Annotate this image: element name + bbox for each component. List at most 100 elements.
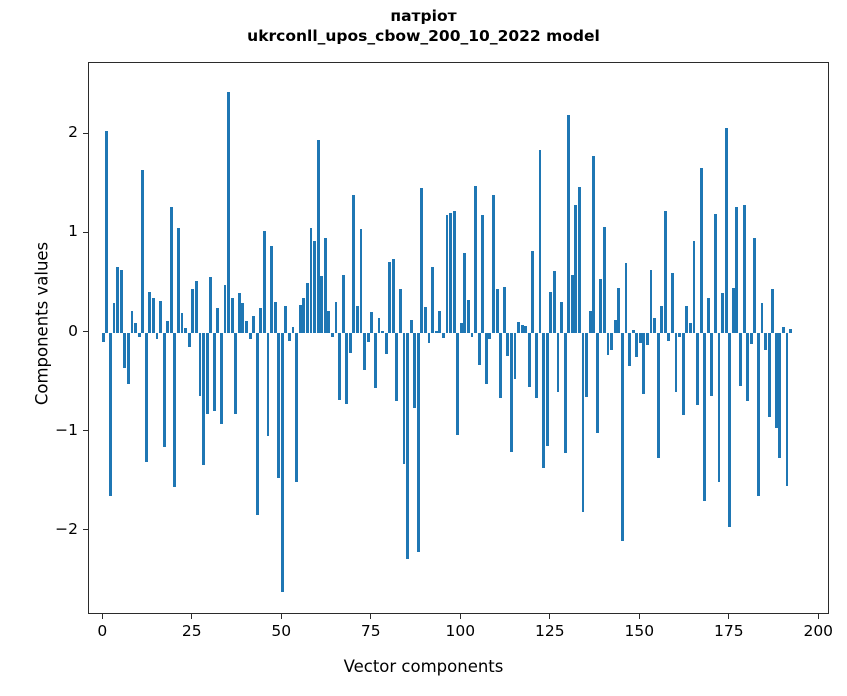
y-tick-mark [83,430,88,432]
bar [381,330,384,333]
bar [728,332,732,527]
bar [667,332,671,342]
x-tick-label: 75 [360,622,381,640]
bar [327,310,331,333]
bar [366,332,370,343]
bar [552,271,556,333]
bar [284,305,288,333]
bar [431,267,435,333]
bar [391,259,395,333]
bar [184,327,188,333]
bar [112,302,116,333]
bar [241,302,245,333]
bar [316,140,320,333]
bar [223,284,227,333]
bar [506,332,510,357]
bar [771,288,775,333]
bar [101,332,105,343]
bar [753,238,757,333]
bar [663,210,667,333]
chart-title-line-1: патріот [390,7,457,25]
bar [656,332,660,459]
bar [330,332,334,337]
x-tick-mark [280,614,282,619]
bar [305,283,309,333]
bar [542,332,546,469]
bar [724,128,728,333]
bar [535,332,538,398]
bar [599,279,603,333]
bar [252,315,256,333]
bar [116,267,120,333]
bar [323,238,327,333]
bar [678,332,682,337]
bar [119,270,123,333]
bar [696,332,699,405]
bar [105,131,109,333]
x-tick-label: 125 [534,622,565,640]
bar [524,325,528,333]
bar [320,276,324,333]
y-axis-label: Components values [32,241,52,406]
bar [130,310,134,333]
x-tick-label: 150 [624,622,655,640]
bar [277,332,281,479]
x-tick-label: 100 [445,622,476,640]
bar [406,332,410,559]
bar [173,332,177,488]
bar [449,212,452,333]
bar [220,332,223,424]
bar [313,241,316,333]
bar [774,332,778,428]
bar [416,332,420,552]
bar [409,319,413,333]
bar [756,332,760,497]
bar [509,332,513,453]
x-tick-label: 0 [97,622,108,640]
bar [266,332,270,436]
bar [699,168,703,333]
bar [302,297,306,333]
bar [484,332,488,385]
bar [177,227,180,333]
bar [735,206,739,333]
bar [148,291,152,333]
bar [556,332,560,392]
bar [291,326,295,333]
x-tick-mark [370,614,372,619]
bar [348,332,352,354]
bar [717,332,721,483]
bar [714,213,717,333]
bar [567,114,571,333]
bar [685,305,689,333]
bar [782,326,785,333]
bar [280,332,284,593]
x-tick-label: 25 [181,622,202,640]
bar [395,332,399,401]
bar [227,91,231,333]
bar [288,332,291,342]
bar [638,332,642,344]
y-tick-label: 2 [68,123,78,142]
bar [159,300,163,333]
bar [492,194,495,333]
bar [588,310,592,333]
bar [237,292,241,333]
bar [592,156,596,333]
bar [384,332,388,355]
bar [309,227,313,333]
bar [152,297,155,333]
bar [424,306,427,333]
bar [477,332,481,366]
y-tick-mark [83,231,88,234]
bar [581,332,585,512]
bar [739,332,742,387]
bar [359,228,363,333]
bar [377,317,381,333]
bar [538,150,542,333]
bar [202,332,205,466]
bar [577,186,581,333]
bar [785,332,789,487]
chart-title: патріот ukrconll_upos_cbow_200_10_2022 m… [0,6,847,46]
bar [653,317,657,333]
